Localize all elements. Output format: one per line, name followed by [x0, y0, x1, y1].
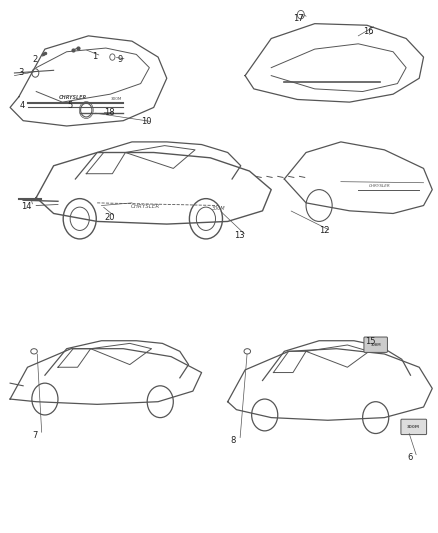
Text: 300M: 300M	[370, 343, 381, 347]
Text: 300M: 300M	[212, 206, 226, 211]
Text: 20: 20	[104, 213, 115, 222]
Text: 8: 8	[231, 436, 236, 445]
Text: 4: 4	[20, 101, 25, 110]
Text: 15: 15	[365, 337, 376, 346]
Text: 3: 3	[18, 68, 24, 77]
Text: 7: 7	[33, 431, 38, 440]
Text: 5: 5	[67, 101, 73, 110]
Text: 10: 10	[141, 117, 152, 126]
Text: 12: 12	[319, 227, 330, 236]
Text: 2: 2	[33, 55, 38, 63]
Text: CHRYSLER: CHRYSLER	[59, 95, 87, 100]
FancyBboxPatch shape	[364, 337, 388, 352]
FancyBboxPatch shape	[401, 419, 427, 434]
Text: 6: 6	[408, 453, 413, 462]
Text: 18: 18	[104, 108, 115, 117]
Text: 16: 16	[363, 27, 374, 36]
Text: 13: 13	[235, 231, 245, 240]
Text: 14: 14	[21, 202, 32, 211]
Text: 17: 17	[293, 14, 304, 23]
Text: CHRYSLER: CHRYSLER	[369, 184, 391, 188]
Text: CHRYSLER: CHRYSLER	[131, 204, 159, 209]
Text: 1: 1	[92, 52, 98, 61]
Text: 9: 9	[117, 55, 123, 63]
Text: 300M: 300M	[407, 425, 420, 429]
Text: 300M: 300M	[111, 97, 122, 101]
